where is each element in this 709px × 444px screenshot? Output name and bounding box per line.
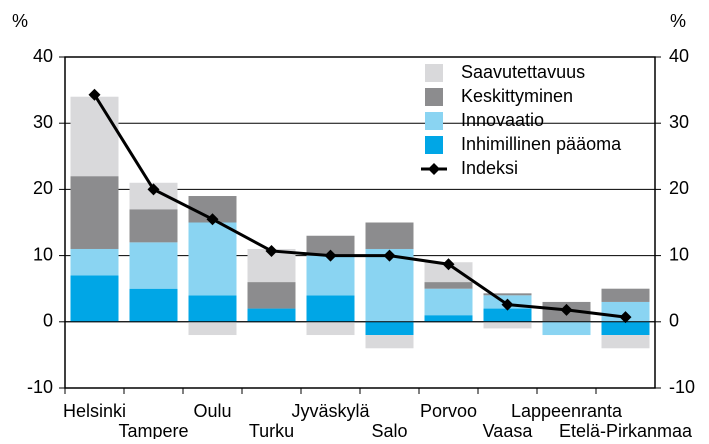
line-marker <box>265 244 278 257</box>
y-tick-label: -10 <box>27 377 53 397</box>
legend-label: Keskittyminen <box>461 86 573 106</box>
line-marker <box>619 311 632 324</box>
bar-segment <box>483 321 532 329</box>
line-marker <box>147 183 160 196</box>
legend-label: Innovaatio <box>461 110 544 130</box>
line-marker <box>501 298 514 311</box>
bar-segment <box>306 321 355 336</box>
bar-segment <box>188 295 237 322</box>
unit-label: % <box>670 11 686 31</box>
bar-segment <box>365 335 414 349</box>
y2-tick-label: 40 <box>669 46 689 66</box>
bar-segment <box>188 321 237 336</box>
x-tick-label: Lappeenranta <box>511 401 623 421</box>
bar-segment <box>70 96 119 177</box>
bar-segment <box>129 209 178 243</box>
bar-segment <box>129 288 178 322</box>
y2-tick-label: 30 <box>669 112 689 132</box>
line-marker <box>324 249 337 262</box>
bar-segment <box>188 222 237 296</box>
x-tick-label: Porvoo <box>420 401 477 421</box>
bar-segment <box>365 321 414 336</box>
x-tick-label: Helsinki <box>63 401 126 421</box>
y-tick-label: 20 <box>33 178 53 198</box>
bar-segment <box>306 255 355 296</box>
x-tick-label: Oulu <box>193 401 231 421</box>
y-tick-label: 30 <box>33 112 53 132</box>
bar-segment <box>129 242 178 289</box>
legend-label: Indeksi <box>461 158 518 178</box>
y2-tick-label: 20 <box>669 178 689 198</box>
bar-segment <box>601 335 650 349</box>
bar-segment <box>306 235 355 256</box>
y2-tick-label: -10 <box>669 377 695 397</box>
bar-segment <box>424 288 473 316</box>
legend-swatch <box>425 112 443 130</box>
legend-swatch <box>425 64 443 82</box>
y-tick-label: 40 <box>33 46 53 66</box>
legend-label: Inhimillinen pääoma <box>461 134 622 154</box>
y2-tick-label: 10 <box>669 244 689 264</box>
line-marker <box>560 303 573 316</box>
line-marker <box>383 249 396 262</box>
bar-segment <box>542 321 591 336</box>
bar-segment <box>424 315 473 322</box>
line-series <box>93 93 626 319</box>
bar-segment <box>70 248 119 276</box>
x-tick-label: Etelä-Pirkanmaa <box>559 421 693 439</box>
line-marker <box>442 258 455 271</box>
bar-segment <box>70 275 119 322</box>
x-tick-label: Vaasa <box>483 421 534 439</box>
x-tick-label: Tampere <box>118 421 188 439</box>
bar-segment <box>424 262 473 283</box>
bar-segment <box>601 321 650 336</box>
legend-marker <box>428 163 440 175</box>
bar-segment <box>483 293 532 296</box>
y-tick-label: 10 <box>33 244 53 264</box>
y2-tick-label: 0 <box>669 311 679 331</box>
x-tick-label: Salo <box>371 421 407 439</box>
bar-segment <box>365 222 414 249</box>
x-tick-label: Jyväskylä <box>291 401 370 421</box>
legend-swatch <box>425 136 443 154</box>
y-tick-label: 0 <box>43 311 53 331</box>
legend-label: Saavutettavuus <box>461 62 585 82</box>
bar-segment <box>601 288 650 302</box>
bar-segment <box>247 282 296 309</box>
bar-segment <box>483 308 532 322</box>
bar-segment <box>247 308 296 322</box>
bar-segment <box>306 295 355 322</box>
bar-segment <box>424 282 473 289</box>
bar-segment <box>70 176 119 249</box>
legend-swatch <box>425 88 443 106</box>
line-marker <box>88 88 101 101</box>
line-marker <box>206 213 219 226</box>
x-tick-label: Turku <box>249 421 294 439</box>
unit-label: % <box>12 11 28 31</box>
